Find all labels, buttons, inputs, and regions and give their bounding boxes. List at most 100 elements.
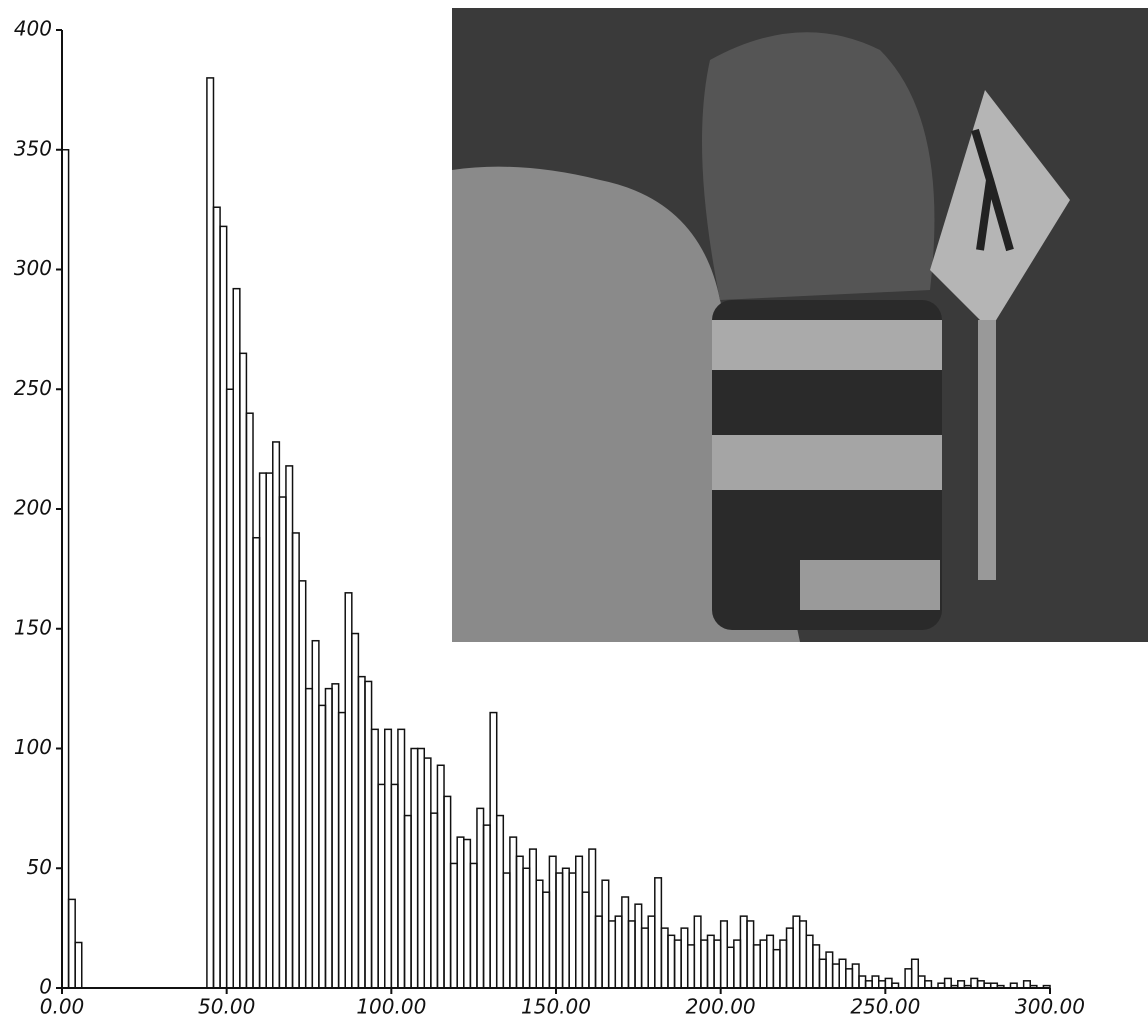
inset-photo (452, 8, 1148, 642)
x-tick-label: 300.00 (1015, 995, 1085, 1019)
bar (220, 226, 227, 988)
bar (418, 749, 425, 989)
bar (556, 873, 563, 988)
bar (721, 921, 728, 988)
bar (405, 816, 412, 988)
bar (299, 581, 306, 988)
y-tick-label: 350 (14, 136, 52, 160)
bar (905, 969, 912, 988)
bar (675, 940, 682, 988)
bar (312, 641, 319, 988)
bar (734, 940, 741, 988)
bar (549, 856, 556, 988)
bar (622, 897, 629, 988)
bar (293, 533, 300, 988)
bar (596, 916, 603, 988)
bar (424, 758, 431, 988)
bar (938, 983, 945, 988)
chart: 0501001502002503003504000.0050.00100.001… (0, 0, 1148, 1028)
bar (872, 976, 879, 988)
bar (464, 840, 471, 988)
bar (213, 207, 220, 988)
y-tick-label: 100 (14, 735, 52, 759)
y-tick-label: 300 (14, 256, 52, 280)
bar (75, 942, 82, 988)
bar (490, 713, 497, 988)
bar (661, 928, 668, 988)
bar (260, 473, 267, 988)
x-tick-label: 0.00 (40, 995, 85, 1019)
bar (431, 813, 438, 988)
bar (668, 935, 675, 988)
bar (444, 796, 451, 988)
bar (246, 413, 253, 988)
bar (760, 940, 767, 988)
bar (780, 940, 787, 988)
bar (773, 950, 780, 988)
bar (233, 289, 240, 988)
bar (516, 856, 523, 988)
bar (602, 880, 609, 988)
bar (701, 940, 708, 988)
bar (589, 849, 596, 988)
bar (991, 983, 998, 988)
bar (325, 689, 332, 988)
bar (793, 916, 800, 988)
bar (391, 784, 398, 988)
bar (1010, 983, 1017, 988)
bar (227, 389, 234, 988)
bar (642, 928, 649, 988)
bar (839, 959, 846, 988)
bar (951, 986, 958, 988)
bar (740, 916, 747, 988)
bar (372, 729, 379, 988)
bar (635, 904, 642, 988)
bar (852, 964, 859, 988)
bar (253, 538, 260, 988)
y-tick-label: 200 (14, 496, 52, 520)
bar (497, 816, 504, 988)
bar (964, 986, 971, 988)
bar (576, 856, 583, 988)
bar (885, 978, 892, 988)
bar (714, 940, 721, 988)
bar (385, 729, 392, 988)
bar (484, 825, 491, 988)
y-tick-label: 400 (14, 17, 52, 41)
y-tick-label: 150 (14, 615, 52, 639)
bar (958, 981, 965, 988)
bar (523, 868, 530, 988)
bar (563, 868, 570, 988)
bar (365, 681, 372, 988)
bar (398, 729, 405, 988)
bar (503, 873, 510, 988)
bar (378, 784, 385, 988)
bar (866, 981, 873, 988)
bar (451, 863, 458, 988)
bar (536, 880, 543, 988)
bar (767, 935, 774, 988)
bar (707, 935, 714, 988)
bar (826, 952, 833, 988)
bar (1043, 986, 1050, 988)
bar (819, 959, 826, 988)
bar (694, 916, 701, 988)
bar (240, 353, 247, 988)
bar (543, 892, 550, 988)
bar (806, 935, 813, 988)
bar (273, 442, 280, 988)
bar (437, 765, 444, 988)
x-tick-label: 50.00 (198, 995, 255, 1019)
y-tick-label: 250 (14, 376, 52, 400)
bar (892, 983, 899, 988)
x-tick-label: 200.00 (686, 995, 756, 1019)
bar (279, 497, 286, 988)
bar (332, 684, 339, 988)
bar (477, 808, 484, 988)
bar (800, 921, 807, 988)
bar (648, 916, 655, 988)
bar (747, 921, 754, 988)
bar (207, 78, 214, 988)
bar (628, 921, 635, 988)
bar (945, 978, 952, 988)
